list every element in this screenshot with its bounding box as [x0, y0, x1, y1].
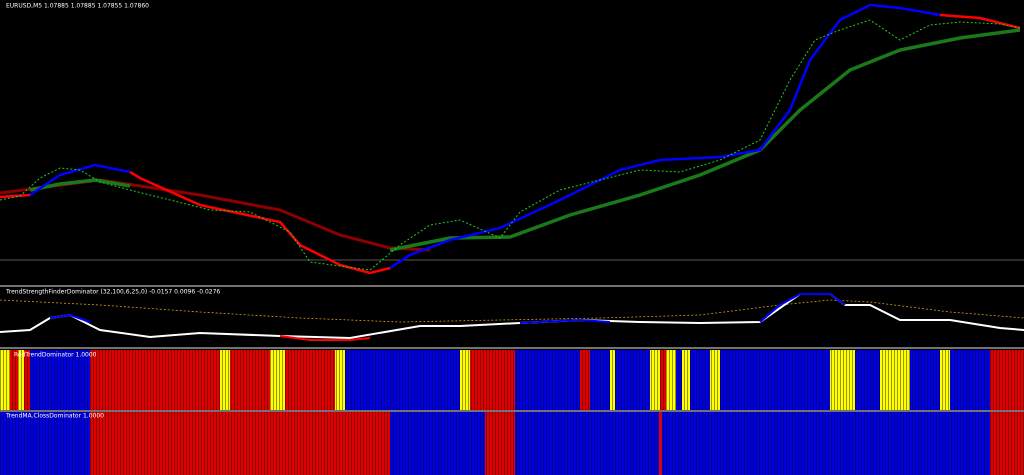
indicator-label: TrendMA.ClossDominator 1.0000	[5, 413, 104, 420]
strength-down	[279, 335, 371, 341]
fast-ma-down	[0, 13, 1021, 275]
red-trend-panel: RedTrendDominator 1.0000	[0, 350, 1024, 410]
price-candles	[0, 19, 1021, 271]
symbol-label: EURUSD,M5 1.07885 1.07885 1.07855 1.0786…	[6, 3, 149, 10]
strength-panel: TrendStrengthFinderDominator (32,100,6,2…	[0, 289, 1024, 341]
strength-up	[49, 293, 846, 324]
indicator-label: TrendStrengthFinderDominator (32,100,6,2…	[5, 289, 220, 296]
ma-cross-panel: TrendMA.ClossDominator 1.0000	[0, 412, 1024, 475]
signal-line	[0, 299, 1024, 323]
green-ma	[29, 28, 1021, 252]
indicator-label: RedTrendDominator 1.0000	[14, 352, 97, 359]
main-panel: EURUSD,M5 1.07885 1.07885 1.07855 1.0786…	[0, 3, 1024, 275]
